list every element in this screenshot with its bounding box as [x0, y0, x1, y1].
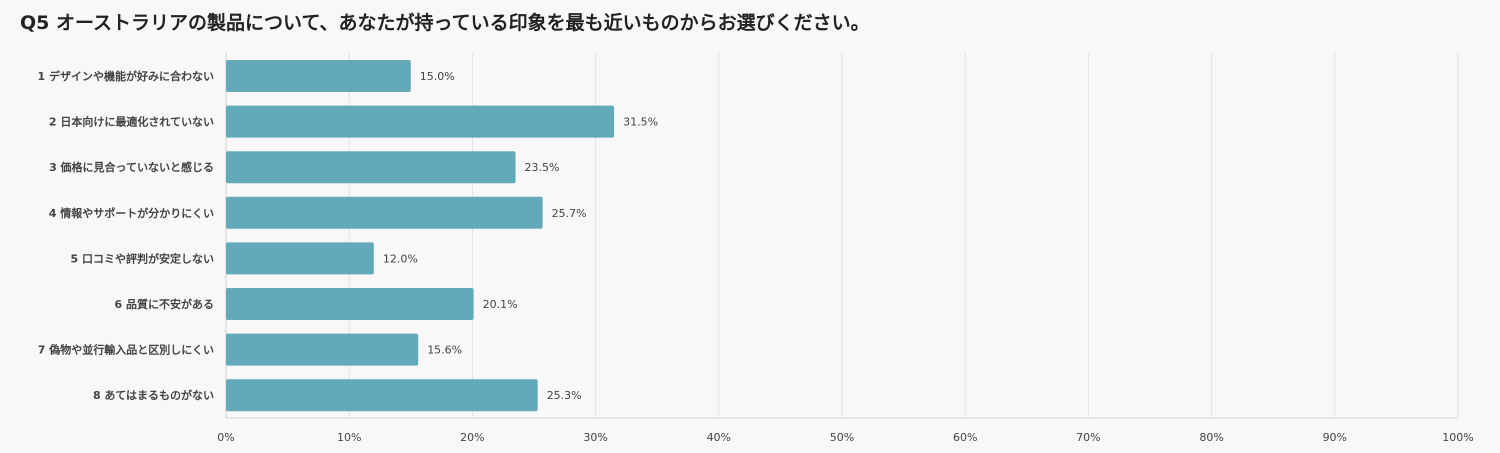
data-label: 25.3%: [547, 389, 582, 402]
bar: [226, 151, 516, 184]
category-label: 2 日本向けに最適化されていない: [49, 115, 214, 129]
chart-title: Q5 オーストラリアの製品について、あなたが持っている印象を最も近いものからお選…: [20, 12, 870, 34]
x-tick-label: 100%: [1442, 431, 1473, 444]
bar: [226, 105, 615, 138]
x-tick-label: 40%: [707, 431, 731, 444]
bar: [226, 60, 411, 92]
x-tick-label: 0%: [217, 431, 234, 444]
x-tick-label: 80%: [1199, 431, 1223, 444]
bar: [226, 333, 419, 366]
bars: [226, 60, 615, 412]
x-tick-label: 30%: [583, 431, 607, 444]
category-label: 6 品質に不安がある: [115, 297, 214, 311]
x-tick-label: 60%: [953, 431, 977, 444]
bar: [226, 379, 538, 412]
data-label: 15.0%: [420, 70, 455, 83]
value-labels: 15.0% 31.5% 23.5% 25.7% 12.0% 20.1% 15.6% 25.3%: [383, 70, 658, 402]
data-label: 23.5%: [525, 161, 560, 174]
category-label: 1 デザインや機能が好みに合わない: [38, 69, 214, 83]
category-label: 4 情報やサポートが分かりにくい: [49, 206, 214, 220]
x-axis-ticks: 0% 10% 20% 30% 40% 50% 60% 70% 80% 90% 100%: [217, 431, 1473, 444]
category-labels: 1 デザインや機能が好みに合わない 2 日本向けに最適化されていない 3 価格に見合…: [38, 69, 214, 402]
x-tick-label: 90%: [1323, 431, 1347, 444]
category-label: 8 あてはまるものがない: [93, 388, 214, 402]
x-tick-label: 20%: [460, 431, 484, 444]
bar: [226, 288, 474, 320]
data-label: 20.1%: [483, 298, 518, 311]
category-label: 7 偽物や並行輸入品と区別しにくい: [38, 343, 214, 357]
category-label: 3 価格に見合っていないと感じる: [49, 160, 214, 174]
data-label: 31.5%: [623, 116, 658, 129]
bar: [226, 242, 374, 275]
bar: [226, 196, 543, 229]
grid-lines: [225, 53, 1459, 419]
data-label: 25.7%: [552, 207, 587, 220]
data-label: 12.0%: [383, 252, 418, 265]
data-label: 15.6%: [427, 344, 462, 357]
x-tick-label: 50%: [830, 431, 854, 444]
category-label: 5 口コミや評判が安定しない: [71, 251, 214, 265]
x-tick-label: 10%: [337, 431, 361, 444]
x-tick-label: 70%: [1076, 431, 1100, 444]
